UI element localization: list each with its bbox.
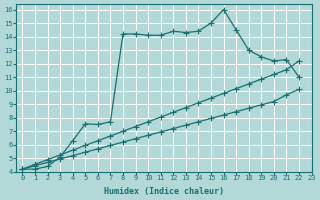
X-axis label: Humidex (Indice chaleur): Humidex (Indice chaleur)	[104, 187, 224, 196]
